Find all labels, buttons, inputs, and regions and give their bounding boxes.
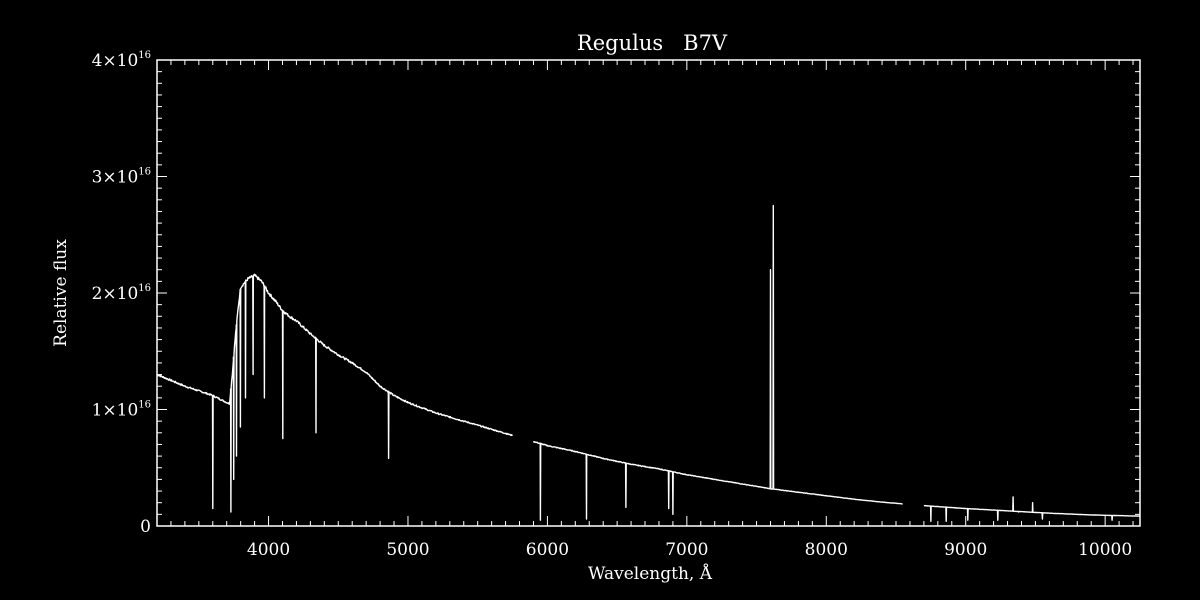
y-tick-exponent: 16 (138, 167, 151, 178)
plot-frame (156, 59, 1141, 527)
y-tick-label: 3×1016 (92, 167, 151, 188)
y-tick-mantissa: 3×10 (92, 168, 139, 188)
y-tick-label: 1×1016 (92, 400, 151, 421)
y-tick-mantissa: 2×10 (92, 284, 139, 304)
x-axis-label: Wavelength, Å (588, 563, 713, 584)
x-tick-label: 4000 (247, 540, 290, 560)
x-tick-label: 7000 (665, 540, 708, 560)
y-tick-mantissa: 4×10 (92, 51, 139, 71)
y-tick-exponent: 16 (138, 400, 151, 411)
x-tick-label: 5000 (386, 540, 429, 560)
x-tick-label: 10000 (1078, 540, 1132, 560)
y-tick-exponent: 16 (138, 283, 151, 294)
y-tick-mantissa: 0 (140, 517, 151, 537)
x-tick-label: 6000 (526, 540, 569, 560)
y-tick-exponent: 16 (138, 50, 151, 61)
y-axis-label: Relative flux (51, 239, 71, 347)
y-tick-label: 0 (140, 517, 151, 537)
x-tick-label: 8000 (805, 540, 848, 560)
y-tick-label: 4×1016 (92, 50, 151, 71)
y-tick-mantissa: 1×10 (92, 401, 139, 421)
axis-ticks (156, 60, 1140, 526)
x-tick-labels: 4000 5000 6000 7000 8000 9000 10000 (247, 540, 1132, 560)
y-tick-label: 2×1016 (92, 283, 151, 304)
chart-title: Regulus B7V (577, 31, 728, 55)
spectrum-line (156, 204, 1140, 522)
x-tick-label: 9000 (944, 540, 987, 560)
